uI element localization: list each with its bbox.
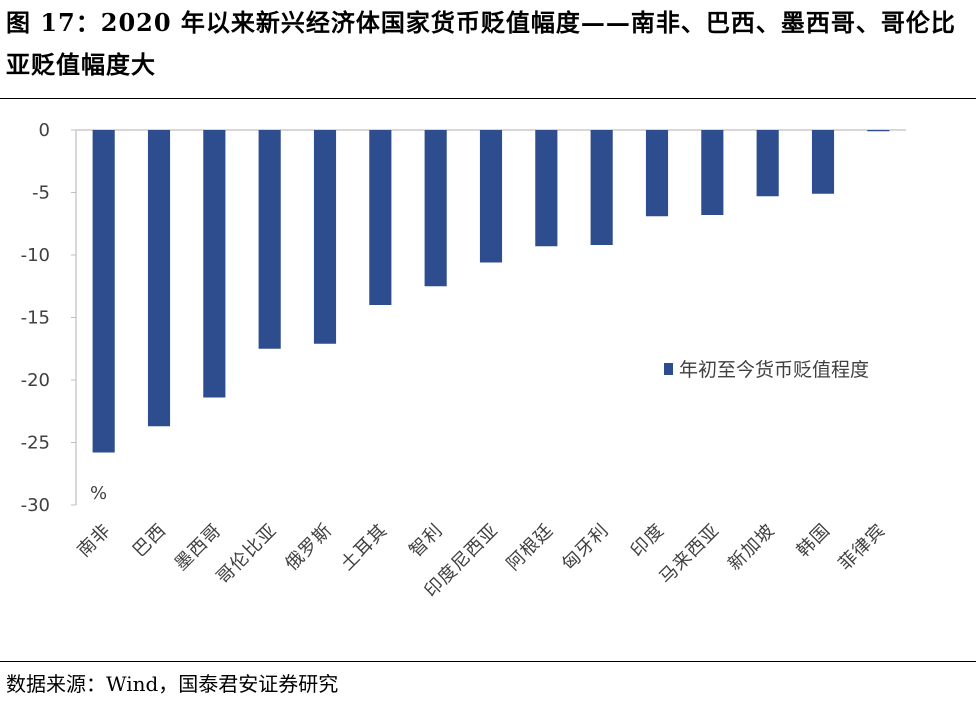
legend: 年初至今货币贬值程度 [664,359,869,381]
category-label: 南非 [73,520,115,562]
category-label: 阿根廷 [503,520,558,575]
y-tick-label: -20 [21,370,50,391]
y-tick-label: -30 [21,495,50,516]
bar [701,130,724,215]
y-tick-labels: 0 -5 -10 -15 -20 -25 -30 [21,120,76,516]
bar [203,130,226,398]
bar [147,130,171,427]
bar [645,130,669,217]
category-label: 俄罗斯 [281,520,336,575]
category-label: 韩国 [793,520,835,562]
y-tick-label: -25 [21,433,50,454]
unit-label: % [90,483,107,504]
bar [867,130,890,132]
bar [424,130,447,287]
category-label: 马来西亚 [655,520,724,589]
bars [92,130,890,453]
category-label: 新加坡 [724,520,779,575]
bottom-rule [0,661,976,662]
category-label: 巴西 [129,520,171,562]
y-tick-label: -10 [21,245,50,266]
y-tick-label: -5 [32,183,50,204]
legend-swatch [664,363,673,375]
bar [479,130,503,263]
category-labels: 南非 巴西 墨西哥哥伦比亚 俄罗斯 土耳其 智利印度尼西亚 阿根廷 匈牙利 印度马来西亚 新加坡韩… [73,520,889,602]
bar [590,130,613,245]
bar [92,130,115,453]
y-tick-label: 0 [39,120,50,141]
bar [258,130,281,349]
bar [313,130,337,344]
source-note: 数据来源：Wind，国泰君安证券研究 [6,672,339,696]
category-label: 匈牙利 [558,520,613,575]
figure-title: 图 17：2020 年以来新兴经济体国家货币贬值幅度——南非、巴西、墨西哥、哥伦… [6,8,956,79]
category-label: 哥伦比亚 [213,520,282,589]
category-label: 印度 [627,520,669,562]
bar [535,130,558,247]
bar [369,130,392,305]
y-tick-label: -15 [21,308,50,329]
category-label: 菲律宾 [835,520,890,575]
category-label: 墨西哥 [171,520,226,575]
top-rule [0,98,976,99]
category-label: 智利 [405,520,447,562]
bar [811,130,835,194]
bar [756,130,779,197]
category-label: 土耳其 [337,520,392,575]
legend-label: 年初至今货币贬值程度 [679,359,869,381]
